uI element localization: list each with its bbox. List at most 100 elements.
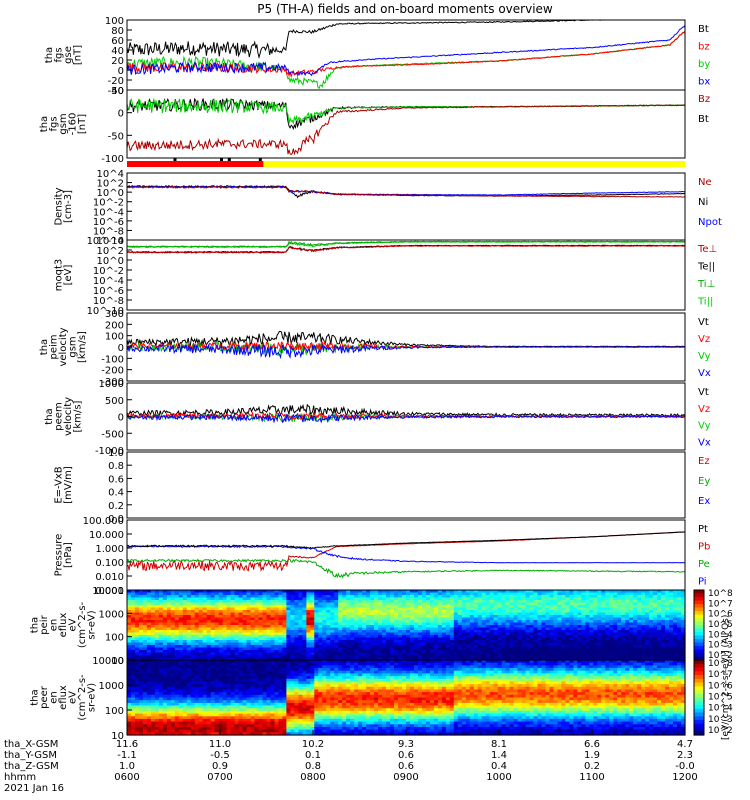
spectrogram-cell xyxy=(190,681,196,685)
spectrogram-cell xyxy=(545,655,551,659)
spectrogram-cell xyxy=(182,673,188,677)
spectrogram-cell xyxy=(453,620,459,624)
spectrogram-cell xyxy=(174,630,180,634)
spectrogram-cell xyxy=(625,625,630,629)
spectrogram-cell xyxy=(306,595,311,599)
spectrogram-cell xyxy=(561,607,566,611)
spectrogram-cell xyxy=(661,657,666,661)
spectrogram-cell xyxy=(386,592,391,596)
spectrogram-cell xyxy=(477,617,483,621)
spectrogram-cell xyxy=(246,642,252,646)
spectrogram-cell xyxy=(127,612,132,616)
spectrogram-cell xyxy=(673,605,678,609)
spectrogram-cell xyxy=(597,600,602,604)
spectrogram-cell xyxy=(326,630,331,634)
spectrogram-cell xyxy=(473,652,479,656)
spectrogram-cell xyxy=(190,632,196,636)
spectrogram-cell xyxy=(601,615,606,619)
spectrogram-cell xyxy=(254,625,260,629)
spectrogram-cell xyxy=(441,597,447,601)
spectrogram-cell xyxy=(549,652,555,656)
spectrogram-cell xyxy=(230,718,236,723)
spectrogram-cell xyxy=(521,647,527,651)
spectrogram-cell xyxy=(681,630,686,634)
spectrogram-cell xyxy=(489,647,495,651)
spectrogram-cell xyxy=(174,727,180,731)
spectrogram-cell xyxy=(625,600,630,604)
spectrogram-cell xyxy=(174,655,180,659)
spectrogram-cell xyxy=(206,729,212,733)
spectrogram-cell xyxy=(174,668,180,672)
spectrogram-cell xyxy=(178,625,184,629)
spectrogram-cell xyxy=(501,632,507,636)
spectrogram-cell xyxy=(406,637,411,641)
spectrogram-cell xyxy=(525,597,531,601)
spectrogram-cell xyxy=(457,657,463,661)
spectrogram-cell xyxy=(135,673,140,677)
spectrogram-cell xyxy=(613,590,618,594)
spectrogram-cell xyxy=(374,635,379,639)
spectrogram-cell xyxy=(238,640,244,644)
spectrogram-cell xyxy=(501,637,507,641)
spectrogram-cell xyxy=(453,597,459,601)
spectrogram-cell xyxy=(254,650,260,654)
spectrogram-cell xyxy=(641,627,646,631)
spectrogram-cell xyxy=(154,615,160,619)
spectrogram-cell xyxy=(421,612,427,616)
spectrogram-cell xyxy=(605,592,610,596)
spectrogram-cell xyxy=(581,590,586,594)
spectrogram-cell xyxy=(210,681,216,685)
spectrogram-cell xyxy=(433,627,439,631)
spectrogram-cell xyxy=(601,595,606,599)
spectrogram-cell xyxy=(418,625,423,629)
spectrogram-cell xyxy=(326,605,331,609)
y-tick-label: 10^-8 xyxy=(93,296,124,307)
spectrogram-cell xyxy=(174,617,180,621)
spectrogram-cell xyxy=(286,632,291,636)
spectrogram-cell xyxy=(418,647,423,651)
spectrogram-cell xyxy=(457,597,463,601)
spectrogram-cell xyxy=(406,657,411,661)
spectrogram-cell xyxy=(529,650,535,654)
spectrogram-cell xyxy=(286,620,291,624)
spectrogram-cell xyxy=(681,657,686,661)
spectrogram-cell xyxy=(214,681,220,685)
spectrogram-cell xyxy=(290,617,295,621)
spectrogram-cell xyxy=(158,602,164,606)
spectrogram-cell xyxy=(234,713,240,717)
spectrogram-cell xyxy=(238,607,244,611)
spectrogram-cell xyxy=(505,640,511,644)
spectrogram-cell xyxy=(302,607,307,611)
spectrogram-cell xyxy=(250,597,256,601)
spectrogram-cell xyxy=(354,590,359,594)
spectrogram-cell xyxy=(553,647,559,651)
spectrogram-cell xyxy=(585,652,590,656)
spectrogram-cell xyxy=(493,647,499,651)
spectrogram-cell xyxy=(146,632,152,636)
spectrogram-cell xyxy=(350,655,355,659)
spectrogram-cell xyxy=(274,657,280,661)
spectrogram-cell xyxy=(318,610,323,614)
spectrogram-cell xyxy=(238,657,244,661)
spectrogram-cell xyxy=(135,630,140,634)
spectrogram-cell xyxy=(170,721,176,725)
spectrogram-cell xyxy=(549,650,555,654)
spectrogram-cell xyxy=(461,642,467,646)
spectrogram-cell xyxy=(206,673,212,677)
spectrogram-cell xyxy=(374,655,379,659)
spectrogram-cell xyxy=(286,607,291,611)
spectrogram-cell xyxy=(210,652,216,656)
spectrogram-cell xyxy=(174,676,180,680)
spectrogram-cell xyxy=(194,660,200,664)
spectrogram-cell xyxy=(135,700,140,704)
spectrogram-cell xyxy=(445,610,451,614)
y-tick-label: 10^-6 xyxy=(93,286,124,297)
spectrogram-cell xyxy=(318,622,323,626)
spectrogram-cell xyxy=(637,595,642,599)
spectrogram-cell xyxy=(302,647,307,651)
spectrogram-cell xyxy=(262,612,268,616)
spectrogram-cell xyxy=(633,602,638,606)
spectrogram-cell xyxy=(585,640,590,644)
spectrogram-cell xyxy=(477,600,483,604)
spectrogram-cell xyxy=(573,597,578,601)
